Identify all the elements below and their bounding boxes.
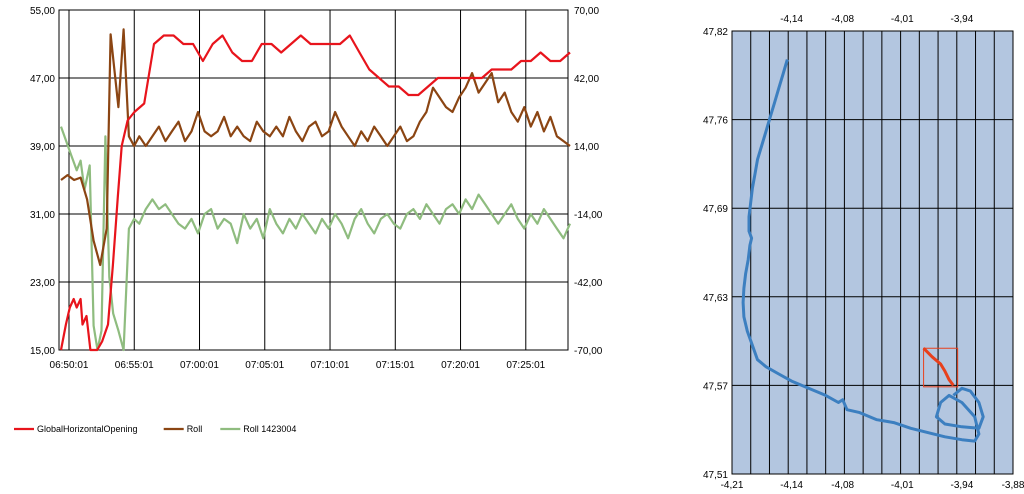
x-tick-label: 07:10:01 (311, 360, 350, 371)
x-top-tick-label: -3,94 (951, 14, 974, 25)
plot-area-right (731, 30, 1014, 475)
track-line (741, 59, 985, 443)
series-group-left (59, 28, 572, 352)
x-bottom-tick-label: -4,14 (780, 480, 803, 491)
y-right-tick-label: -14,00 (574, 210, 603, 221)
legend-label: Roll (187, 424, 203, 434)
plot-area-left (58, 9, 569, 351)
y-right-tick-label: -42,00 (574, 278, 603, 289)
y-right-tick-label: 14,00 (574, 142, 599, 153)
y-tick-label: 47,76 (703, 116, 728, 127)
x-tick-labels: 06:50:01 06:55:01 07:00:01 07:05:01 07:10:01… (50, 360, 546, 371)
x-bottom-tick-label: -3,94 (951, 480, 974, 491)
legend-label: GlobalHorizontalOpening (37, 424, 138, 434)
y-tick-label: 47,82 (703, 27, 728, 38)
x-top-tick-labels: -4,14 -4,08 -4,01 -3,94 (780, 14, 974, 25)
y-left-tick-label: 39,00 (30, 142, 55, 153)
y-left-tick-label: 23,00 (30, 278, 55, 289)
y-tick-label: 47,63 (703, 293, 728, 304)
x-bottom-tick-label: -3,88 (1002, 480, 1024, 491)
x-tick-label: 07:25:01 (506, 360, 545, 371)
x-bottom-tick-label: -4,08 (831, 480, 854, 491)
x-bottom-tick-labels: -4,21 -4,14 -4,08 -4,01 -3,94 -3,88 (721, 480, 1024, 491)
y-right-tick-label: 70,00 (574, 6, 599, 17)
y-right-tick-label: -70,00 (574, 346, 603, 357)
legend-label: Roll 1423004 (243, 424, 296, 434)
x-tick-label: 07:20:01 (441, 360, 480, 371)
series-line-roll-1423004 (59, 126, 572, 352)
grid-lines-right (732, 30, 1013, 475)
track-line (922, 347, 955, 387)
y-tick-label: 47,51 (703, 470, 728, 481)
grid-lines-left (59, 9, 568, 351)
x-tick-label: 07:00:01 (180, 360, 219, 371)
x-tick-label: 06:50:01 (50, 360, 89, 371)
x-tick-label: 07:15:01 (376, 360, 415, 371)
track-series-group (741, 59, 985, 443)
y-tick-label: 47,69 (703, 204, 728, 215)
y-tick-labels: 47,82 47,76 47,69 47,63 47,57 47,51 (703, 27, 728, 481)
map-track-chart: -4,14 -4,08 -4,01 -3,94 -4,21 -4,14 -4,08 -4,0… (703, 14, 1024, 491)
y-left-tick-label: 47,00 (30, 74, 55, 85)
y-tick-label: 47,57 (703, 381, 728, 392)
y-left-tick-label: 15,00 (30, 346, 55, 357)
x-tick-label: 07:05:01 (245, 360, 284, 371)
time-series-chart: 55,00 47,00 39,00 31,00 23,00 15,00 70,00 42,0… (14, 6, 603, 434)
x-top-tick-label: -4,14 (780, 14, 803, 25)
y-left-tick-label: 31,00 (30, 210, 55, 221)
series-line-globalhorizontalopening (59, 34, 571, 352)
x-top-tick-label: -4,08 (831, 14, 854, 25)
y-right-tick-label: 42,00 (574, 74, 599, 85)
y-left-tick-label: 55,00 (30, 6, 55, 17)
x-bottom-tick-label: -4,01 (891, 480, 914, 491)
series-line-roll (60, 28, 571, 267)
highlight-box (923, 347, 959, 388)
x-tick-label: 06:55:01 (115, 360, 154, 371)
y-right-tick-labels: 70,00 42,00 14,00 -14,00 -42,00 -70,00 (574, 6, 603, 357)
x-bottom-tick-label: -4,21 (721, 480, 744, 491)
x-top-tick-label: -4,01 (891, 14, 914, 25)
legend: GlobalHorizontalOpening Roll Roll 1423004 (14, 424, 296, 434)
y-left-tick-labels: 55,00 47,00 39,00 31,00 23,00 15,00 (30, 6, 55, 357)
